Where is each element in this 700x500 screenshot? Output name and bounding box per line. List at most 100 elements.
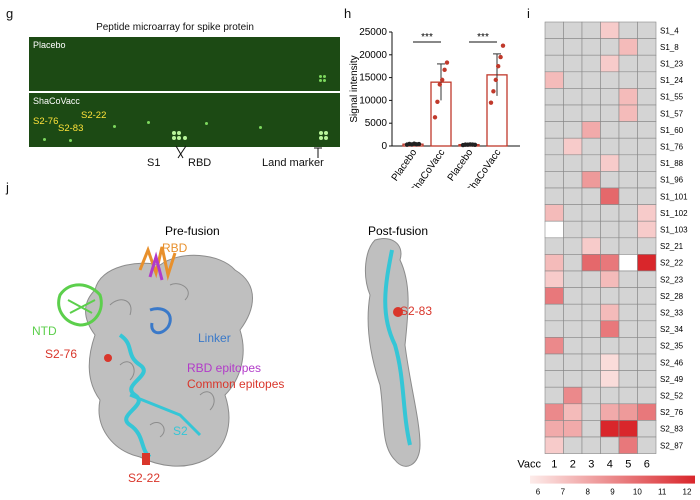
epitope-s2-76 <box>104 354 112 362</box>
colorbar-tick-label: 9 <box>610 488 615 497</box>
y-tick-label: 5000 <box>365 118 388 129</box>
colorbar-tick-label: 8 <box>585 488 590 497</box>
epitope-s2-22 <box>142 453 150 465</box>
heatmap-cell <box>600 154 620 172</box>
marker-spot <box>319 79 322 82</box>
heatmap-cell <box>544 71 564 89</box>
microarray-arrows <box>175 145 322 159</box>
placebo-array-label: Placebo <box>33 40 66 50</box>
row-label: S1_4 <box>660 26 679 35</box>
heatmap-cell <box>618 254 638 272</box>
microarray-title: Peptide microarray for spike protein <box>96 22 254 33</box>
heatmap-cell <box>618 137 638 156</box>
heatmap-cell <box>544 54 564 73</box>
heatmap-cell <box>563 386 583 405</box>
heatmap-cell <box>581 353 601 371</box>
heatmap-cell <box>600 121 620 139</box>
heatmap-cell <box>544 154 564 172</box>
heatmap-cell <box>600 270 620 288</box>
row-label: S1_88 <box>660 159 684 168</box>
heatmap-cell <box>581 88 601 106</box>
panel-letter-g: g <box>6 6 14 21</box>
heatmap-cell <box>563 204 583 222</box>
heatmap-cell <box>618 154 638 172</box>
heatmap-cell <box>563 21 583 39</box>
heatmap-cell <box>563 403 583 421</box>
heatmap-cell <box>618 287 638 305</box>
row-label: S2_76 <box>660 408 684 417</box>
heatmap-cell <box>637 270 657 288</box>
column-axis-label: Vacc <box>517 459 541 471</box>
heatmap-cell <box>581 370 601 388</box>
heatmap-cell <box>637 54 657 73</box>
heatmap-cell <box>600 104 620 122</box>
heatmap-cell <box>637 403 657 421</box>
heatmap-cell <box>600 287 620 305</box>
heatmap-cell <box>600 303 620 322</box>
column-label: 2 <box>570 459 576 471</box>
peptide-label-s2-22: S2-22 <box>81 110 107 121</box>
heatmap-cell <box>637 21 657 39</box>
heatmap-cell <box>581 436 601 454</box>
heatmap-cell <box>618 237 638 255</box>
heatmap-cell <box>618 104 638 122</box>
heatmap-cell <box>563 287 583 305</box>
prefusion-title: Pre-fusion <box>165 224 220 238</box>
heatmap-cell <box>581 303 601 322</box>
heatmap-cell <box>618 270 638 288</box>
heatmap-cell <box>618 204 638 222</box>
heatmap-cell <box>618 71 638 89</box>
heatmap-cell <box>600 254 620 272</box>
colorbar-tick-label: 6 <box>536 488 541 497</box>
heatmap-cell <box>618 21 638 39</box>
legend-common-epitopes: Common epitopes <box>187 377 284 391</box>
heatmap-cell <box>581 171 601 189</box>
legend-rbd-epitopes: RBD epitopes <box>187 361 261 375</box>
heatmap-cell <box>581 270 601 288</box>
heatmap-cell <box>581 287 601 305</box>
heatmap-cell <box>544 21 564 39</box>
heatmap-cell <box>618 187 638 205</box>
column-label: 6 <box>644 459 650 471</box>
heatmap-cell <box>600 71 620 89</box>
heatmap-cell <box>637 303 657 322</box>
heatmap-cell <box>563 137 583 156</box>
row-label: S2_52 <box>660 392 684 401</box>
vacc-array-label: ShaCoVacc <box>33 96 80 106</box>
row-label: S2_46 <box>660 358 684 367</box>
heatmap-cell <box>637 320 657 338</box>
heatmap-cell <box>637 353 657 371</box>
heatmap-cell <box>563 337 583 355</box>
heatmap-cell <box>618 436 638 454</box>
heatmap-cell <box>600 386 620 405</box>
data-point <box>432 115 438 120</box>
heatmap-cell <box>563 436 583 454</box>
heatmap-cell <box>544 337 564 355</box>
heatmap-cell <box>563 104 583 122</box>
column-label: 3 <box>588 459 594 471</box>
data-point <box>444 60 450 65</box>
heatmap-cell <box>637 337 657 355</box>
marker-spot <box>323 75 326 78</box>
row-label: S1_60 <box>660 126 684 135</box>
heatmap-cell <box>581 420 601 438</box>
postfusion-surface <box>364 238 421 467</box>
row-label: S2_23 <box>660 275 684 284</box>
heatmap-cell <box>544 137 564 156</box>
heatmap-cell <box>600 403 620 421</box>
heatmap-cell <box>600 420 620 438</box>
row-label: S1_102 <box>660 209 688 218</box>
row-label: S1_24 <box>660 76 684 85</box>
data-point <box>472 142 478 148</box>
heatmap-cell <box>618 420 638 438</box>
label-s2-76: S2-76 <box>45 347 77 361</box>
heatmap-cell <box>563 237 583 255</box>
s2-helix <box>118 333 152 459</box>
postfusion-title: Post-fusion <box>368 224 428 238</box>
heatmap-cell <box>563 254 583 272</box>
colorbar-tick-label: 12 <box>683 488 692 497</box>
heatmap-cell <box>581 121 601 139</box>
arrow-label-s1: S1 <box>147 157 161 169</box>
peptide-label-s2-83: S2-83 <box>58 123 84 134</box>
heatmap-cell <box>581 254 601 272</box>
